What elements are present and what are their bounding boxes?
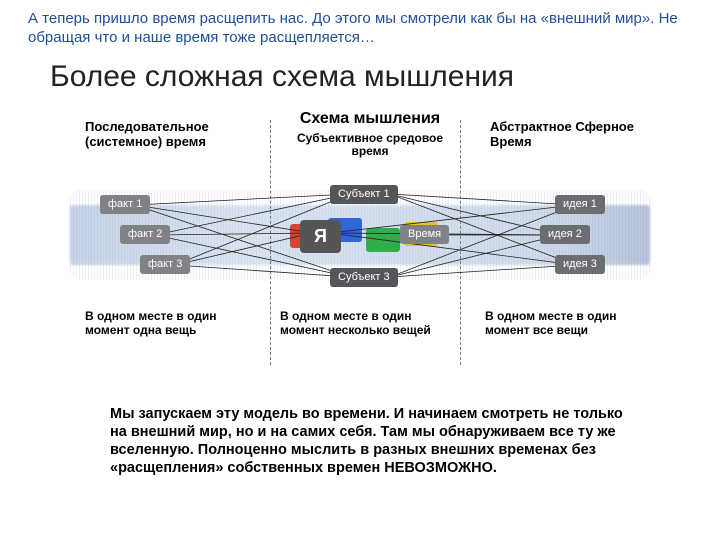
fact-box-3: факт 3 bbox=[140, 255, 190, 274]
thinking-diagram: Схема мышления Субъективное средовое вре… bbox=[80, 110, 640, 380]
fact-box-1: факт 1 bbox=[100, 195, 150, 214]
col3-foot: В одном месте в один момент все вещи bbox=[485, 310, 660, 338]
time-box: Время bbox=[400, 225, 449, 244]
idea-box-2: идея 2 bbox=[540, 225, 590, 244]
col1-foot: В одном месте в один момент одна вещь bbox=[85, 310, 260, 338]
subject-box-1: Субъект 1 bbox=[330, 185, 398, 204]
edge-network bbox=[80, 110, 640, 380]
self-box: Я bbox=[300, 220, 341, 253]
col2-foot: В одном месте в один момент несколько ве… bbox=[280, 310, 455, 338]
idea-box-1: идея 1 bbox=[555, 195, 605, 214]
subject-box-2: Субъект 3 bbox=[330, 268, 398, 287]
page-title: Более сложная схема мышления bbox=[50, 60, 690, 94]
body-text: Мы запускаем эту модель во времени. И на… bbox=[110, 405, 630, 478]
idea-box-3: идея 3 bbox=[555, 255, 605, 274]
intro-text: А теперь пришло время расщепить нас. До … bbox=[28, 10, 688, 48]
fact-box-2: факт 2 bbox=[120, 225, 170, 244]
